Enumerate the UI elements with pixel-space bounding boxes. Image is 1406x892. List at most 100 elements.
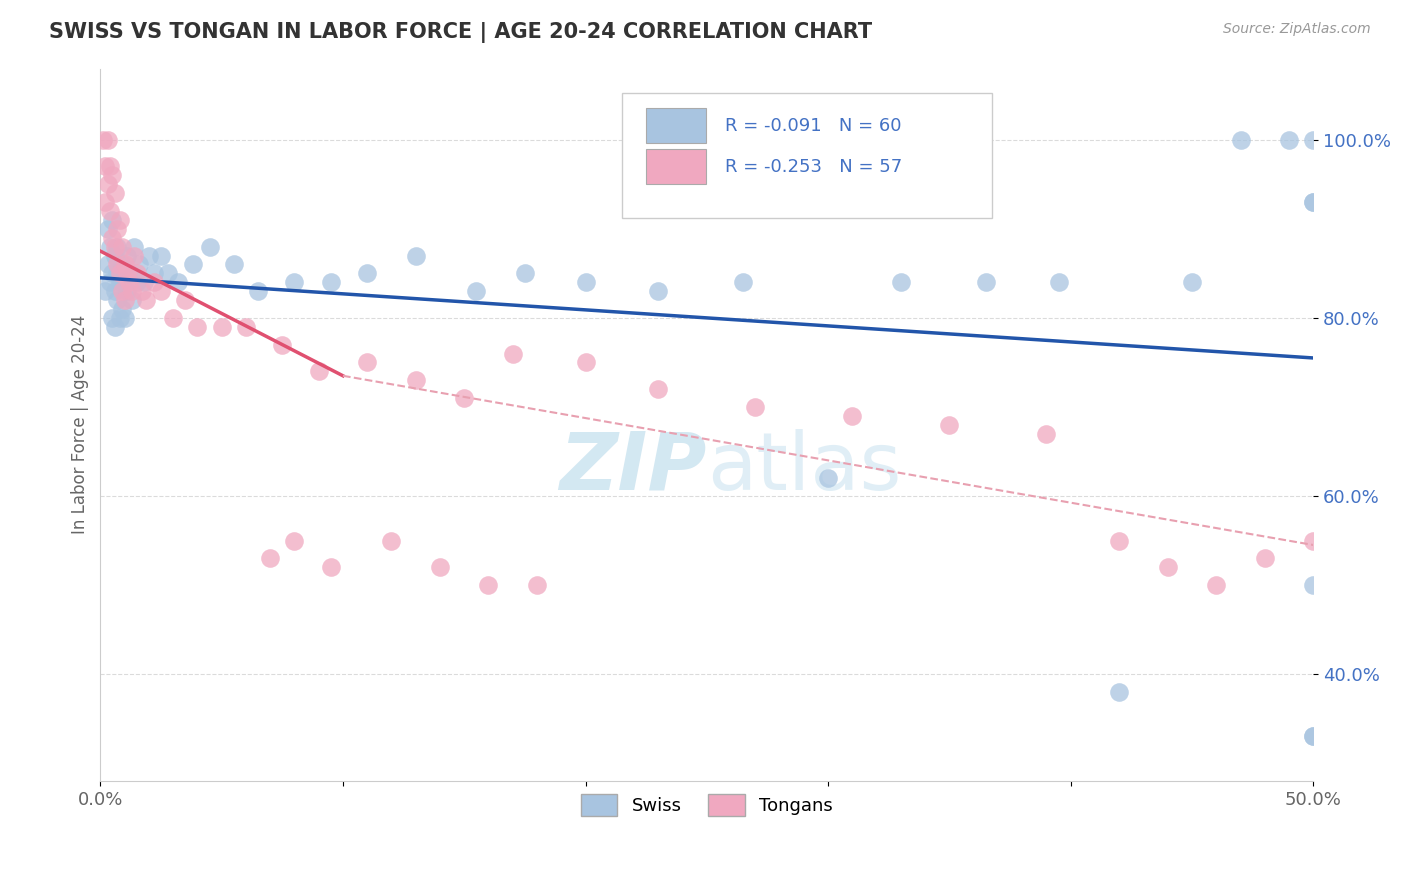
Point [1302,578,1324,592]
Point [380,533,402,548]
Point [104,284,127,298]
Point [98,275,121,289]
Point [1108,685,1130,699]
Point [104,319,127,334]
Point [108,275,131,289]
Point [319,275,342,289]
Point [128,257,150,271]
Point [150,284,173,298]
Point [356,355,378,369]
Point [974,275,997,289]
Point [283,533,305,548]
Point [118,266,141,280]
Text: atlas: atlas [707,428,901,507]
Point [744,400,766,414]
Point [108,213,131,227]
Text: Source: ZipAtlas.com: Source: ZipAtlas.com [1223,22,1371,37]
FancyBboxPatch shape [647,149,706,184]
Point [1205,578,1227,592]
Point [526,578,548,592]
Point [121,284,143,298]
Y-axis label: In Labor Force | Age 20-24: In Labor Force | Age 20-24 [72,315,89,534]
Point [222,257,245,271]
Point [115,248,138,262]
Point [1157,560,1180,574]
FancyBboxPatch shape [621,94,991,219]
Point [308,364,330,378]
Point [105,266,128,280]
Point [111,284,134,298]
Point [91,133,114,147]
Point [94,284,117,298]
Point [733,275,755,289]
Text: R = -0.253   N = 57: R = -0.253 N = 57 [725,158,903,176]
Point [1302,133,1324,147]
Point [1302,195,1324,210]
Point [104,240,127,254]
Point [405,373,427,387]
Point [114,293,136,307]
Point [186,319,208,334]
Point [121,293,143,307]
Point [167,275,190,289]
Point [105,240,128,254]
Point [101,213,124,227]
Point [98,160,121,174]
Legend: Swiss, Tongans: Swiss, Tongans [572,785,842,825]
Point [124,248,146,262]
Point [105,293,128,307]
Point [125,266,148,280]
Point [97,133,120,147]
Point [138,248,160,262]
Point [142,275,165,289]
Point [101,169,124,183]
Point [1047,275,1070,289]
Point [114,257,136,271]
Point [477,578,499,592]
Point [125,275,148,289]
FancyBboxPatch shape [647,109,706,144]
Point [817,471,839,485]
Point [465,284,488,298]
Point [115,284,138,298]
Point [841,409,863,423]
Point [259,551,281,566]
Point [1108,533,1130,548]
Point [1302,195,1324,210]
Point [1302,730,1324,744]
Point [502,346,524,360]
Point [938,417,960,432]
Point [101,231,124,245]
Point [162,310,184,325]
Text: SWISS VS TONGAN IN LABOR FORCE | AGE 20-24 CORRELATION CHART: SWISS VS TONGAN IN LABOR FORCE | AGE 20-… [49,22,872,44]
Point [108,310,131,325]
Point [890,275,912,289]
Point [211,319,233,334]
Point [157,266,180,280]
Text: ZIP: ZIP [560,428,707,507]
Point [181,257,204,271]
Point [108,266,131,280]
Point [97,257,120,271]
Point [405,248,427,262]
Point [319,560,342,574]
Point [105,257,128,271]
Point [283,275,305,289]
Point [111,240,134,254]
Point [647,382,669,396]
Point [111,257,134,271]
Point [115,266,138,280]
Point [198,240,221,254]
Point [114,310,136,325]
Point [124,240,146,254]
Point [94,195,117,210]
Point [1181,275,1204,289]
Point [132,275,155,289]
Point [247,284,270,298]
Point [111,301,134,316]
Point [118,275,141,289]
Point [574,275,596,289]
Point [98,240,121,254]
Point [114,266,136,280]
Point [142,266,165,280]
